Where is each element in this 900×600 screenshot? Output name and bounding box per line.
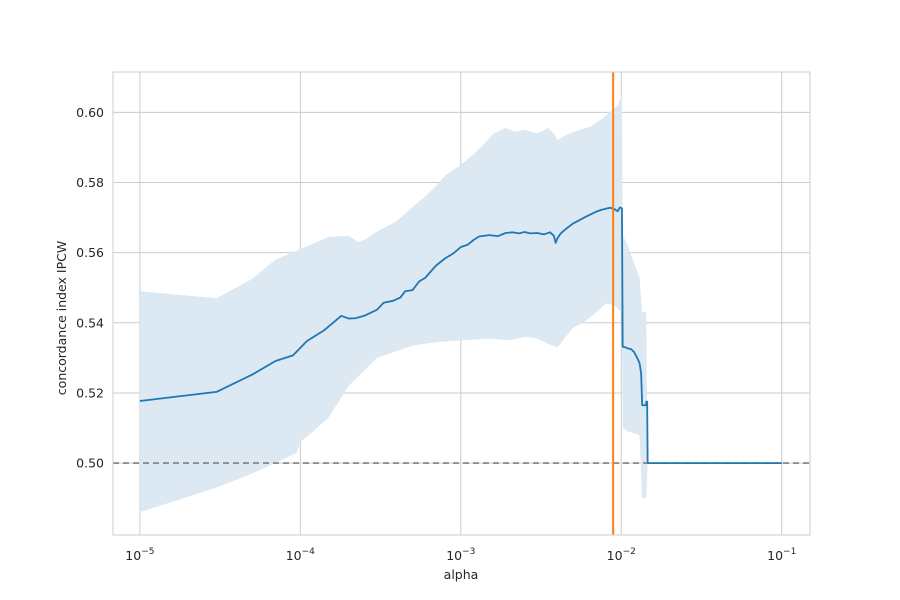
tick-labels: 0.50 0.52 0.54 0.56 0.58 0.60 10−5 10−4 10−3 10−2…: [76, 105, 796, 563]
y-tick-label: 0.60: [76, 105, 104, 120]
x-tick-label: 10−1: [767, 547, 796, 563]
mean-concordance-line: [139, 206, 782, 464]
y-axis-label: concordance index IPCW: [54, 241, 69, 395]
y-tick-label: 0.52: [76, 385, 104, 400]
x-tick-label: 10−4: [286, 547, 315, 563]
y-tick-label: 0.50: [76, 456, 104, 471]
confidence-band: [139, 94, 782, 513]
plot-content: [112, 71, 811, 536]
x-tick-label: 10−5: [125, 547, 154, 563]
x-tick-label: 10−3: [446, 547, 475, 563]
plot-frame: [112, 71, 811, 536]
x-axis-label: alpha: [444, 567, 479, 582]
y-tick-label: 0.54: [76, 315, 104, 330]
y-tick-label: 0.58: [76, 175, 104, 190]
y-tick-label: 0.56: [76, 245, 104, 260]
x-tick-label: 10−2: [607, 547, 636, 563]
